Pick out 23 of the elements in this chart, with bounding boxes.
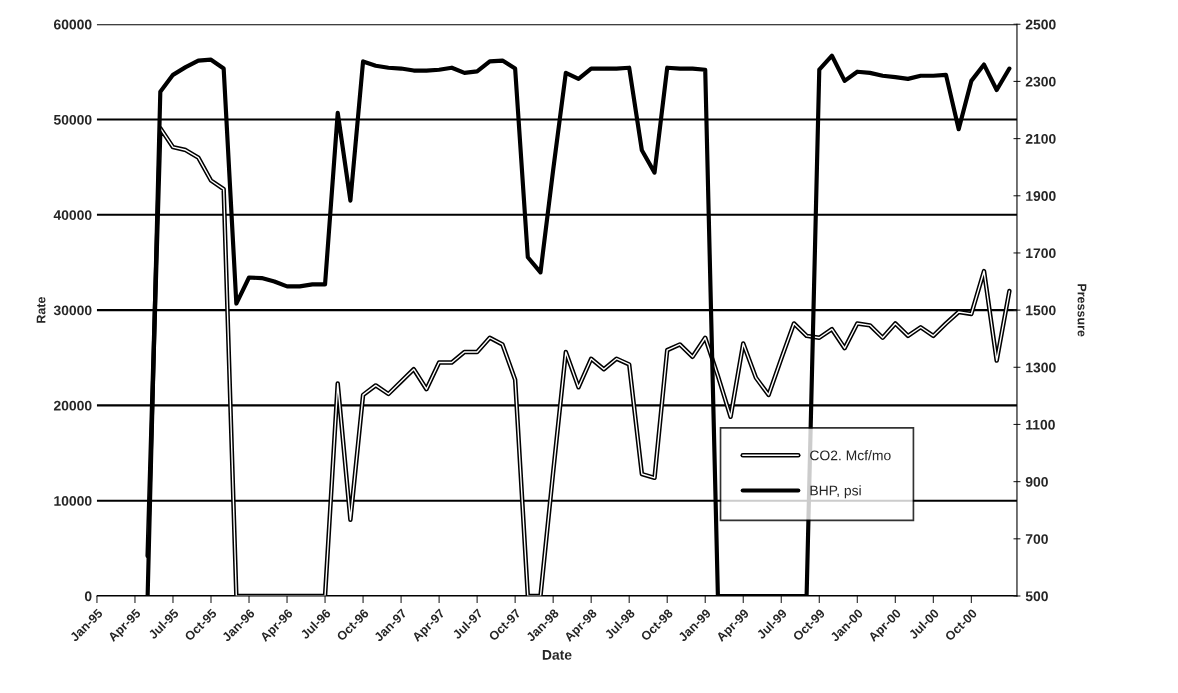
y-tick-label: 10000 <box>54 496 92 506</box>
y2-tick-label: 1100 <box>1026 419 1055 430</box>
x-axis-title: Date <box>542 650 572 660</box>
y-axis-title: Rate <box>36 297 46 323</box>
y-tick-label: 30000 <box>53 305 92 316</box>
y2-axis-title: Pressure <box>1077 284 1087 337</box>
y2-tick-label: 700 <box>1025 534 1048 544</box>
y-tick-label: 40000 <box>53 210 92 220</box>
y2-tick-label: 2300 <box>1025 76 1056 87</box>
y2-tick-label: 1500 <box>1026 305 1056 316</box>
y2-tick-label: 1700 <box>1026 248 1056 259</box>
y2-tick-label: 1900 <box>1026 191 1056 201</box>
y2-tick-label: 2500 <box>1025 19 1056 30</box>
y2-tick-label: 900 <box>1025 476 1048 487</box>
legend-label: BHP, psi <box>810 485 861 499</box>
legend-label: CO2. Mcf/mo <box>810 450 891 461</box>
y2-tick-label: 500 <box>1025 591 1048 602</box>
y2-tick-label: 1300 <box>1026 362 1056 373</box>
y-tick-label: 20000 <box>53 400 92 411</box>
y-tick-label: 60000 <box>53 19 92 30</box>
y2-tick-label: 2100 <box>1025 133 1056 144</box>
y-tick-label: 0 <box>84 591 92 602</box>
y-tick-label: 50000 <box>53 114 92 125</box>
